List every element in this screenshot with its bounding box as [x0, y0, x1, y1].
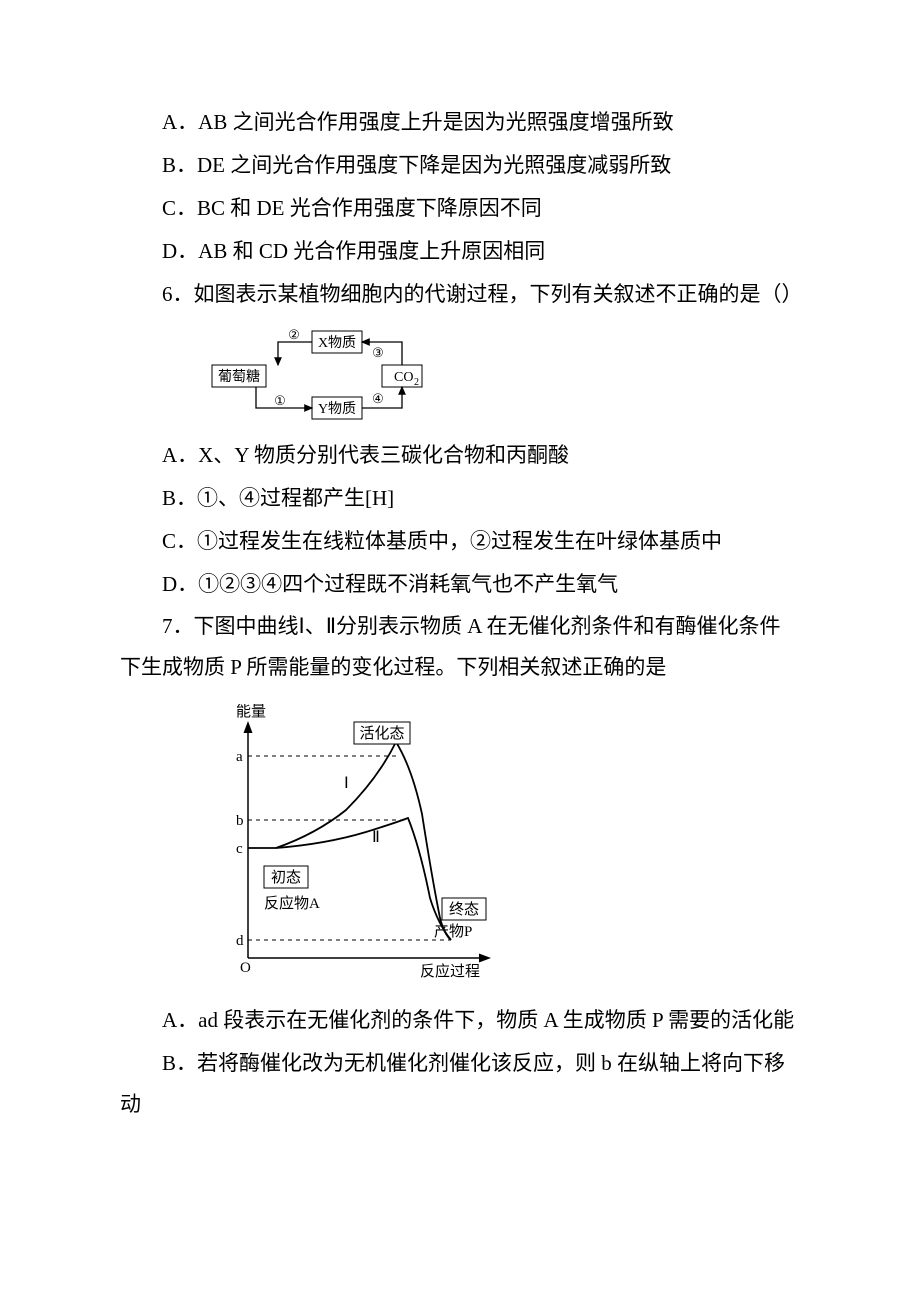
- svg-text:Ⅱ: Ⅱ: [372, 829, 380, 846]
- q6-option-b: B．①、④过程都产生[H]: [120, 478, 800, 519]
- q7-option-b: B．若将酶催化改为无机催化剂催化该反应，则 b 在纵轴上将向下移动: [120, 1043, 800, 1125]
- svg-text:葡萄糖: 葡萄糖: [218, 369, 260, 385]
- svg-text:Y物质: Y物质: [318, 401, 356, 417]
- energy-chart-svg: O 能量 反应过程 a b c d: [208, 704, 498, 984]
- svg-text:初态: 初态: [271, 869, 301, 886]
- svg-text:①: ①: [274, 393, 286, 408]
- svg-text:b: b: [236, 813, 244, 829]
- q5-option-b: B．DE 之间光合作用强度下降是因为光照强度减弱所致: [120, 145, 800, 186]
- svg-text:d: d: [236, 933, 244, 949]
- q6-option-a: A．X、Y 物质分别代表三碳化合物和丙酮酸: [120, 435, 800, 476]
- svg-text:反应过程: 反应过程: [420, 962, 480, 980]
- q6-stem: 6．如图表示某植物细胞内的代谢过程，下列有关叙述不正确的是（）: [120, 274, 800, 315]
- svg-text:X物质: X物质: [318, 335, 356, 351]
- svg-text:反应物A: 反应物A: [264, 894, 320, 912]
- q6-option-d: D．①②③④四个过程既不消耗氧气也不产生氧气: [120, 564, 800, 605]
- q5-option-c: C．BC 和 DE 光合作用强度下降原因不同: [120, 188, 800, 229]
- svg-text:活化态: 活化态: [360, 725, 405, 742]
- svg-text:②: ②: [288, 327, 300, 342]
- metabolism-diagram-svg: 葡萄糖 X物质 Y物质 CO 2 ② ① ③ ④: [208, 325, 428, 425]
- svg-text:产物P: 产物P: [434, 923, 472, 940]
- svg-text:能量: 能量: [236, 704, 266, 720]
- svg-text:Ⅰ: Ⅰ: [344, 775, 349, 792]
- q6-diagram: 葡萄糖 X物质 Y物质 CO 2 ② ① ③ ④: [208, 325, 800, 425]
- q7-stem: 7．下图中曲线Ⅰ、Ⅱ分别表示物质 A 在无催化剂条件和有酶催化条件下生成物质 P…: [120, 606, 800, 688]
- document-page: A．AB 之间光合作用强度上升是因为光照强度增强所致 B．DE 之间光合作用强度…: [0, 0, 920, 1187]
- q5-option-a: A．AB 之间光合作用强度上升是因为光照强度增强所致: [120, 102, 800, 143]
- svg-text:CO: CO: [394, 370, 413, 385]
- q6-option-c: C．①过程发生在线粒体基质中，②过程发生在叶绿体基质中: [120, 521, 800, 562]
- q5-option-d: D．AB 和 CD 光合作用强度上升原因相同: [120, 231, 800, 272]
- svg-text:终态: 终态: [449, 901, 479, 918]
- svg-text:a: a: [236, 749, 243, 765]
- svg-text:c: c: [236, 841, 243, 857]
- q7-chart: O 能量 反应过程 a b c d: [208, 704, 800, 984]
- q7-option-a: A．ad 段表示在无催化剂的条件下，物质 A 生成物质 P 需要的活化能: [120, 1000, 800, 1041]
- svg-text:③: ③: [372, 345, 384, 360]
- svg-text:O: O: [240, 960, 251, 976]
- svg-text:④: ④: [372, 391, 384, 406]
- svg-text:2: 2: [414, 377, 419, 388]
